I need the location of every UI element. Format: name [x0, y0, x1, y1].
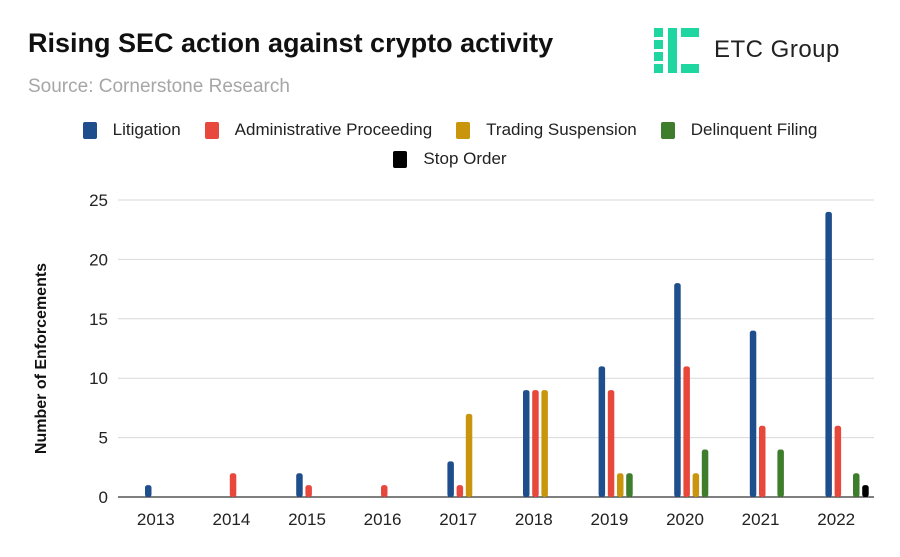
bar-administrative-proceeding: [834, 425, 842, 497]
logo-block: [681, 64, 699, 73]
logo-block: [654, 52, 663, 61]
x-tick-label: 2013: [137, 510, 175, 529]
x-tick-label: 2015: [288, 510, 326, 529]
bar-litigation: [447, 461, 454, 497]
legend-item: Administrative Proceeding: [204, 120, 433, 140]
logo-text: ETC Group: [714, 36, 840, 63]
x-tick-label: 2014: [212, 510, 250, 529]
y-tick-label: 15: [89, 310, 108, 329]
bar-administrative-proceeding: [456, 485, 464, 497]
x-tick-label: 2020: [666, 510, 704, 529]
chart-title: Rising SEC action against crypto activit…: [28, 28, 554, 58]
x-tick-label: 2022: [817, 510, 855, 529]
bar-trading-suspension: [617, 473, 624, 497]
x-tick-label: 2021: [742, 510, 780, 529]
legend-swatch: [393, 150, 408, 168]
logo-block: [654, 28, 663, 37]
y-tick-label: 5: [99, 429, 108, 448]
legend-swatch: [82, 121, 97, 139]
bar-delinquent-filing: [701, 449, 709, 497]
logo-block: [668, 28, 677, 73]
bar-administrative-proceeding: [229, 473, 237, 497]
bar-administrative-proceeding: [305, 485, 312, 497]
bar-administrative-proceeding: [381, 485, 388, 497]
legend-label: Delinquent Filing: [690, 120, 818, 139]
legend-label: Trading Suspension: [486, 120, 637, 139]
y-tick-label: 25: [89, 191, 108, 210]
bar-delinquent-filing: [853, 473, 860, 497]
y-tick-label: 20: [89, 250, 108, 269]
bar-trading-suspension: [541, 390, 548, 497]
bar-administrative-proceeding: [759, 425, 766, 497]
legend-item: Delinquent Filing: [660, 120, 818, 140]
legend-swatch: [204, 121, 219, 139]
bar-stop-order: [862, 485, 869, 497]
bar-administrative-proceeding: [532, 390, 539, 497]
bar-litigation: [296, 473, 303, 497]
legend-swatch: [456, 121, 471, 139]
bar-litigation: [674, 283, 681, 497]
etc-logo-icon: [654, 28, 699, 73]
legend-label: Administrative Proceeding: [234, 120, 433, 139]
logo-block: [681, 28, 699, 37]
y-axis-title: Number of Enforcements: [33, 263, 50, 454]
x-tick-label: 2016: [364, 510, 402, 529]
legend-label: Stop Order: [423, 149, 507, 168]
bar-trading-suspension: [465, 413, 473, 497]
bar-delinquent-filing: [777, 449, 784, 497]
bar-delinquent-filing: [626, 473, 633, 497]
x-tick-label: 2018: [515, 510, 553, 529]
bar-litigation: [749, 330, 757, 497]
legend-swatch: [660, 121, 675, 139]
x-tick-label: 2017: [439, 510, 477, 529]
logo-block: [654, 64, 663, 73]
legend-item: Litigation: [82, 120, 181, 140]
legend-second-row: Stop Order: [0, 149, 900, 169]
bar-administrative-proceeding: [683, 366, 690, 497]
bar-litigation: [523, 390, 530, 497]
bar-trading-suspension: [692, 473, 700, 497]
chart-source: Source: Cornerstone Research: [28, 76, 290, 97]
y-tick-label: 0: [99, 488, 108, 507]
legend-label: Litigation: [112, 120, 181, 139]
legend: Litigation Administrative Proceeding Tradi…: [0, 120, 900, 140]
legend-item: Stop Order: [393, 149, 507, 169]
bar-administrative-proceeding: [607, 390, 615, 497]
bar-litigation: [825, 211, 832, 497]
bar-litigation: [598, 366, 606, 497]
bar-litigation: [145, 485, 152, 497]
gridlines: [118, 199, 874, 498]
etc-group-logo: ETC Group: [654, 26, 894, 76]
logo-block: [654, 40, 663, 49]
legend-item: Trading Suspension: [456, 120, 637, 140]
x-tick-label: 2019: [590, 510, 628, 529]
y-tick-label: 10: [89, 369, 108, 388]
